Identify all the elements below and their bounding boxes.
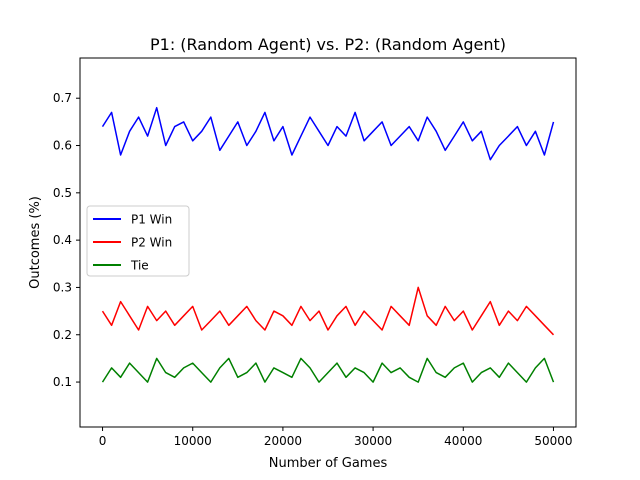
- y-axis: 0.1 0.2 0.3 0.4 0.5 0.6 0.7: [53, 91, 80, 389]
- x-tick-label: 40000: [444, 434, 482, 448]
- y-tick-label: 0.5: [53, 186, 72, 200]
- legend-label: Tie: [130, 259, 149, 273]
- y-tick-label: 0.4: [53, 233, 72, 247]
- y-tick-label: 0.2: [53, 328, 72, 342]
- legend-label: P2 Win: [131, 236, 172, 250]
- legend-box: [86, 205, 190, 277]
- x-tick-label: 10000: [174, 434, 212, 448]
- x-tick-label: 0: [99, 434, 107, 448]
- y-tick-label: 0.7: [53, 91, 72, 105]
- legend: P1 Win P2 Win Tie: [86, 205, 190, 277]
- x-axis-label: Number of Games: [269, 456, 388, 471]
- x-tick-label: 20000: [264, 434, 302, 448]
- series-line-p1-win: [101, 106, 555, 161]
- series-line-tie: [101, 357, 555, 383]
- legend-label: P1 Win: [131, 213, 172, 227]
- chart-title: P1: (Random Agent) vs. P2: (Random Agent…: [150, 35, 506, 54]
- x-axis: 0 10000 20000 30000 40000 50000: [99, 427, 573, 448]
- y-tick-label: 0.1: [53, 375, 72, 389]
- y-tick-label: 0.3: [53, 280, 72, 294]
- x-tick-label: 30000: [354, 434, 392, 448]
- x-tick-label: 50000: [534, 434, 572, 448]
- series-line-p2-win: [101, 286, 555, 336]
- plot-frame: [79, 57, 577, 428]
- plot-lines: [101, 106, 555, 383]
- y-axis-label: Outcomes (%): [28, 196, 43, 289]
- y-tick-label: 0.6: [53, 139, 72, 153]
